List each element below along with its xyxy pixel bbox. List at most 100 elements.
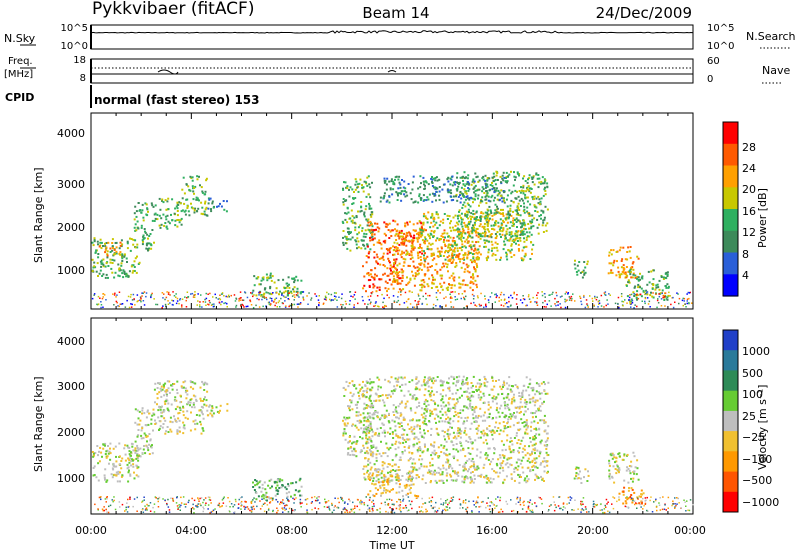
heatmap-cell	[521, 199, 524, 202]
heatmap-cell	[636, 277, 638, 280]
heatmap-cell	[336, 306, 339, 308]
colorbar-swatch	[723, 122, 738, 145]
heatmap-cell	[444, 453, 447, 455]
heatmap-cell	[408, 281, 411, 284]
heatmap-cell	[453, 249, 456, 252]
heatmap-cell	[97, 243, 99, 246]
heatmap-cell	[536, 301, 538, 303]
heatmap-cell	[451, 392, 454, 395]
heatmap-cell	[442, 447, 445, 449]
heatmap-cell	[165, 296, 168, 299]
heatmap-cell	[584, 306, 587, 309]
heatmap-cell	[423, 420, 426, 423]
heatmap-cell	[349, 300, 351, 302]
heatmap-cell	[350, 209, 353, 212]
heatmap-cell	[489, 233, 492, 236]
heatmap-cell	[403, 394, 406, 397]
heatmap-cell	[379, 263, 382, 266]
heatmap-cell	[221, 301, 223, 303]
heatmap-cell	[513, 219, 516, 221]
heatmap-cell	[142, 292, 144, 294]
heatmap-cell	[407, 390, 410, 393]
heatmap-cell	[512, 210, 514, 213]
heatmap-cell	[533, 404, 536, 407]
heatmap-cell	[136, 246, 139, 249]
heatmap-cell	[464, 191, 467, 194]
heatmap-cell	[441, 232, 444, 235]
heatmap-cell	[626, 258, 629, 261]
heatmap-cell	[390, 283, 393, 286]
heatmap-cell	[495, 220, 498, 223]
heatmap-cell	[208, 300, 211, 302]
heatmap-cell	[392, 180, 395, 183]
heatmap-cell	[468, 198, 471, 201]
heatmap-cell	[367, 459, 370, 462]
heatmap-cell	[465, 468, 467, 471]
heatmap-cell	[450, 295, 452, 298]
heatmap-cell	[422, 474, 425, 477]
heatmap-cell	[184, 296, 186, 298]
heatmap-cell	[437, 446, 440, 449]
heatmap-cell	[508, 189, 511, 192]
heatmap-cell	[383, 306, 385, 308]
heatmap-cell	[160, 389, 163, 392]
heatmap-cell	[250, 304, 253, 306]
heatmap-cell	[524, 224, 526, 227]
heatmap-cell	[686, 298, 689, 300]
heatmap-cell	[170, 403, 173, 406]
heatmap-cell	[495, 396, 498, 399]
heatmap-cell	[498, 296, 500, 299]
heatmap-cell	[340, 297, 343, 300]
heatmap-cell	[378, 278, 381, 281]
heatmap-cell	[176, 203, 179, 206]
heatmap-cell	[486, 179, 489, 182]
heatmap-cell	[439, 268, 442, 271]
heatmap-cell	[485, 183, 487, 186]
heatmap-cell	[284, 300, 286, 302]
heatmap-cell	[423, 257, 425, 260]
heatmap-cell	[510, 464, 513, 467]
heatmap-cell	[115, 460, 118, 463]
heatmap-cell	[378, 468, 381, 471]
heatmap-cell	[626, 274, 629, 277]
heatmap-cell	[141, 295, 143, 297]
heatmap-cell	[160, 411, 163, 414]
heatmap-cell	[187, 402, 190, 405]
heatmap-cell	[381, 256, 384, 259]
heatmap-cell	[524, 477, 527, 480]
heatmap-cell	[374, 273, 376, 276]
heatmap-cell	[458, 214, 461, 217]
heatmap-cell	[367, 279, 370, 282]
heatmap-cell	[502, 421, 505, 423]
heatmap-cell	[539, 409, 542, 412]
heatmap-cell	[456, 298, 459, 300]
heatmap-cell	[132, 459, 134, 462]
heatmap-cell	[534, 473, 537, 476]
heatmap-cell	[201, 206, 204, 209]
heatmap-cell	[518, 451, 520, 454]
heatmap-cell	[522, 389, 525, 392]
heatmap-cell	[612, 261, 615, 264]
heatmap-cell	[364, 235, 367, 238]
heatmap-cell	[92, 474, 95, 477]
heatmap-cell	[106, 455, 109, 458]
heatmap-cell	[501, 462, 504, 465]
heatmap-cell	[493, 398, 496, 400]
heatmap-cell	[369, 378, 371, 381]
heatmap-cell	[642, 290, 645, 293]
heatmap-cell	[425, 292, 427, 295]
heatmap-cell	[535, 442, 537, 445]
heatmap-cell	[465, 192, 468, 195]
heatmap-cell	[209, 301, 211, 304]
freq-tick-top: 18	[73, 55, 86, 66]
heatmap-cell	[185, 299, 187, 302]
heatmap-cell	[624, 273, 627, 275]
heatmap-cell	[168, 222, 171, 225]
heatmap-cell	[665, 271, 668, 274]
heatmap-cell	[406, 306, 409, 309]
heatmap-cell	[492, 199, 495, 202]
heatmap-cell	[506, 239, 509, 242]
heatmap-cell	[458, 220, 461, 223]
heatmap-cell	[212, 305, 215, 308]
